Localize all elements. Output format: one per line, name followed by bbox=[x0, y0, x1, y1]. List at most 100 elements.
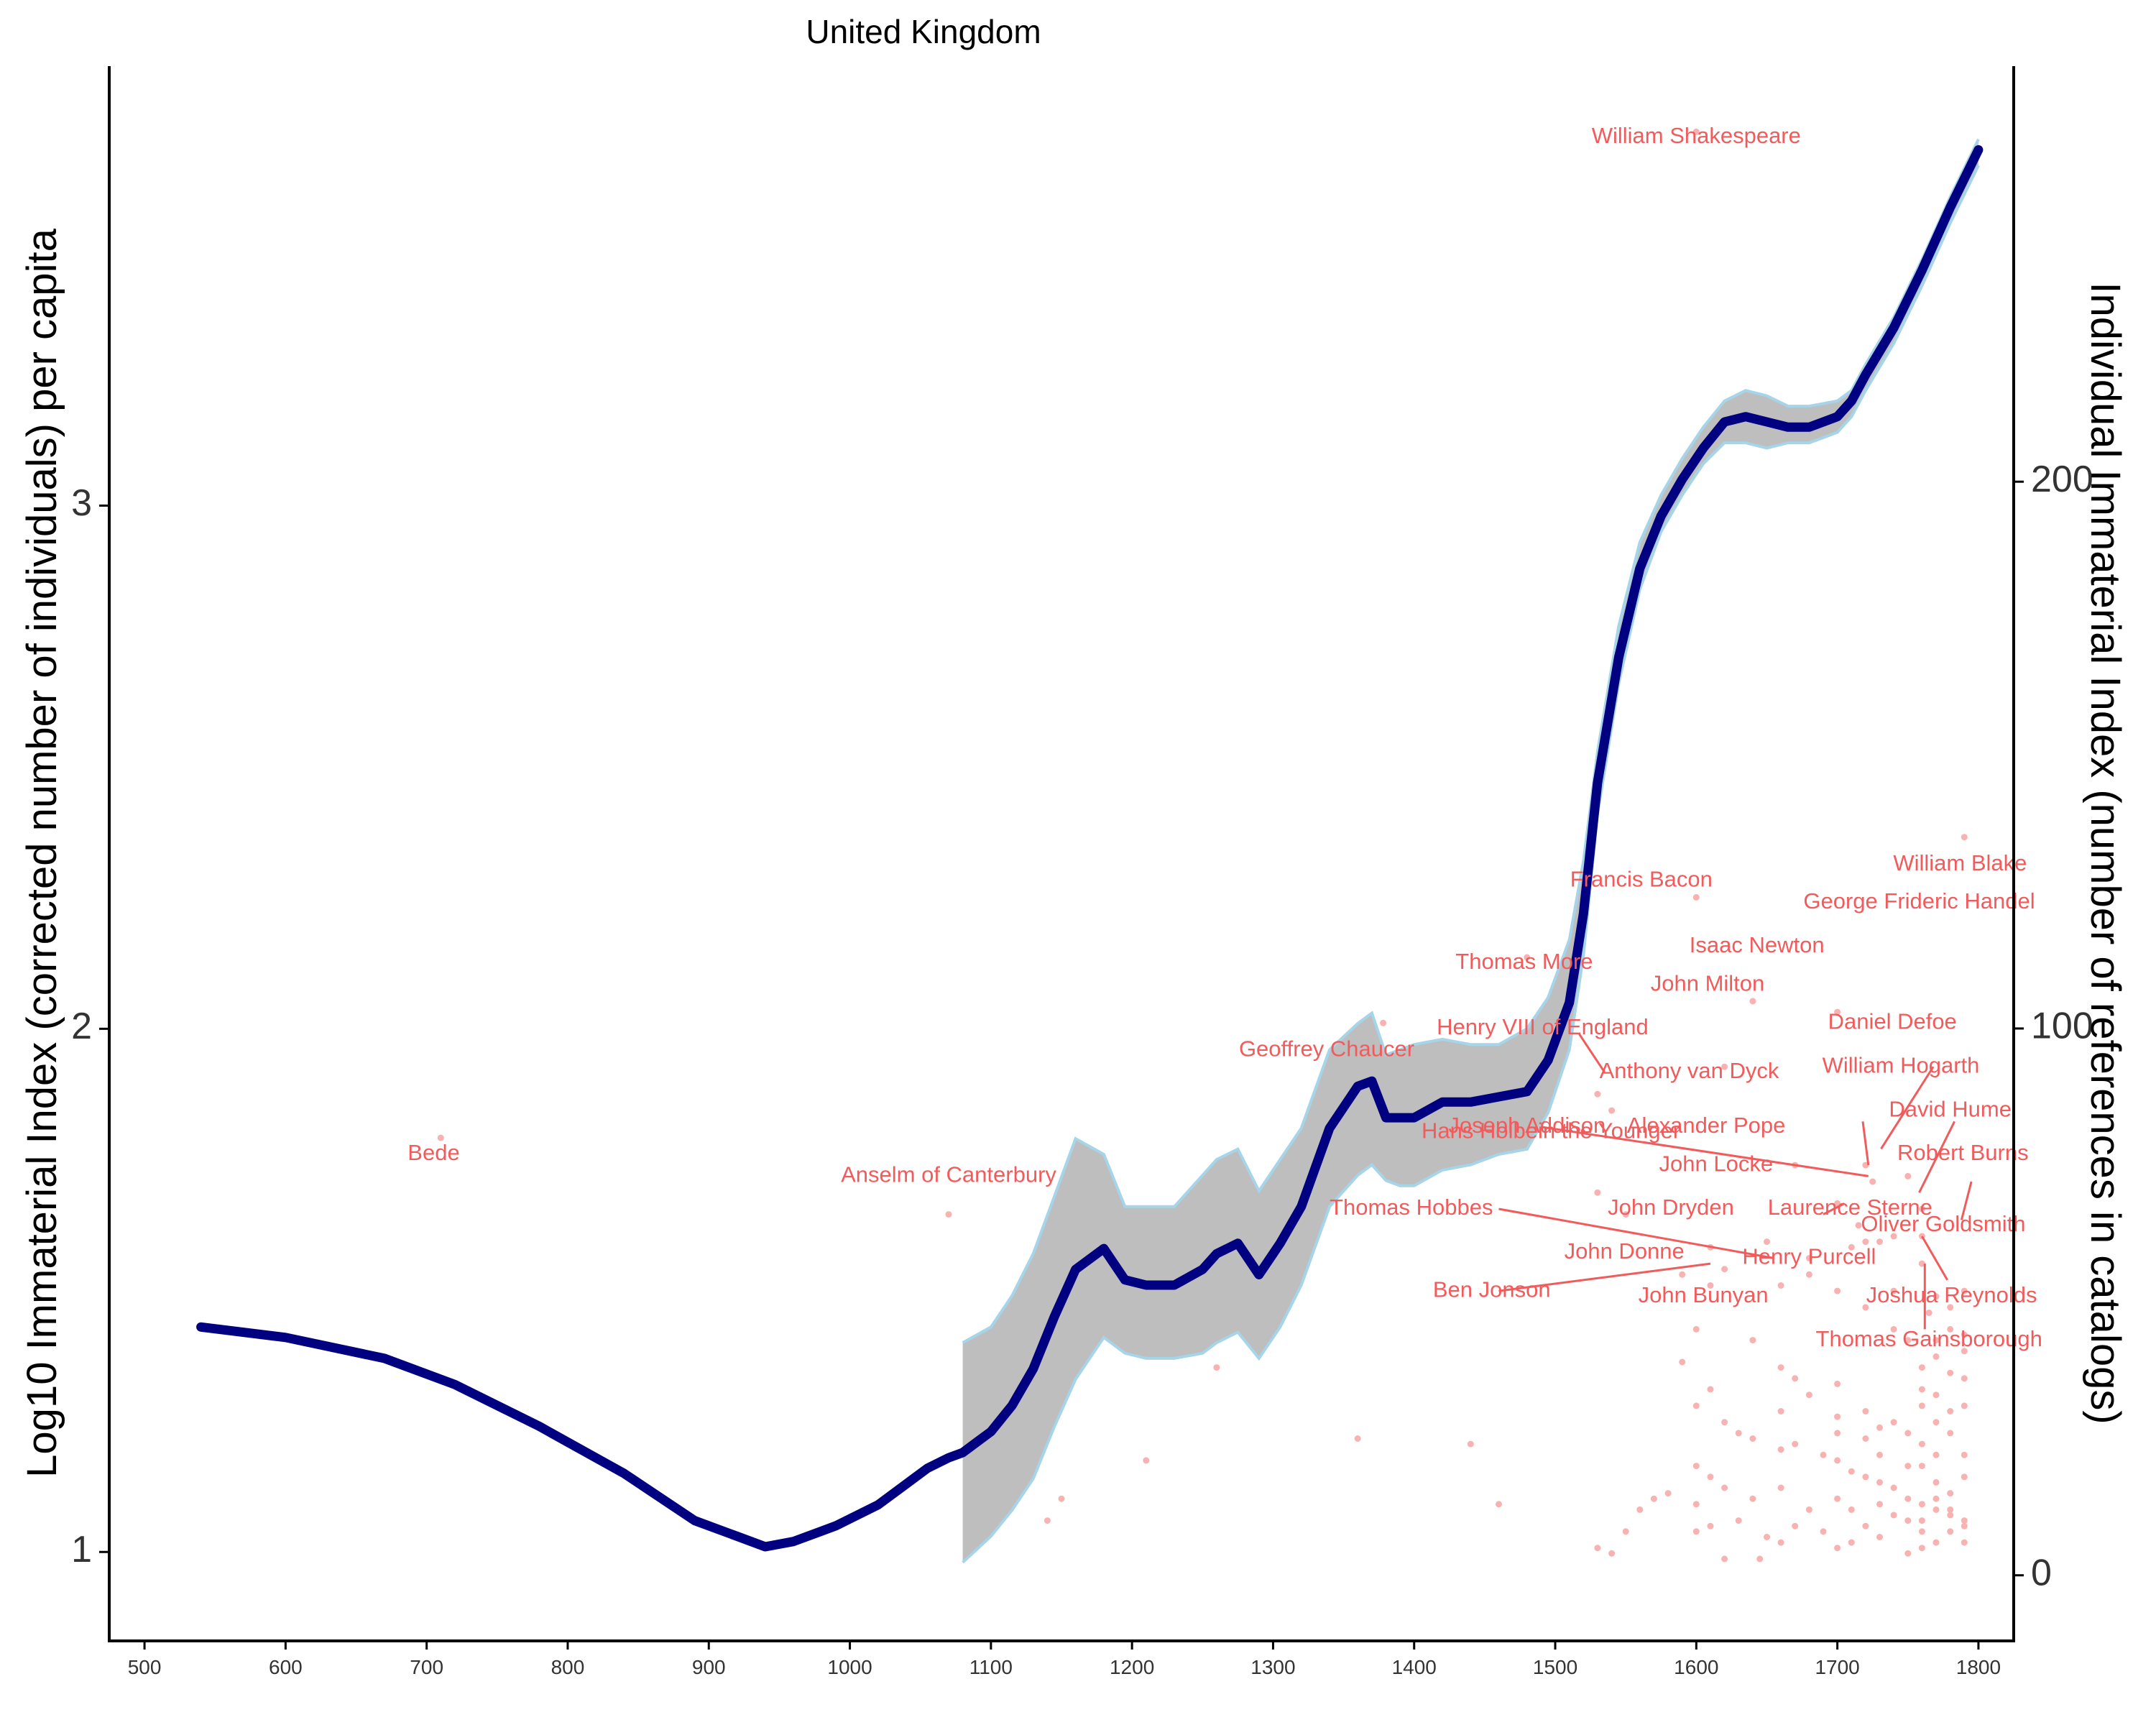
point-label: Thomas More bbox=[1455, 949, 1593, 974]
leader-line bbox=[1541, 1126, 1869, 1177]
data-point bbox=[1876, 1451, 1883, 1458]
point-label: Geoffrey Chaucer bbox=[1239, 1036, 1414, 1062]
data-point bbox=[1890, 1419, 1897, 1426]
point-label: Daniel Defoe bbox=[1828, 1008, 1957, 1034]
data-point bbox=[1834, 1495, 1841, 1502]
data-point bbox=[1904, 1463, 1912, 1470]
data-point bbox=[1918, 1528, 1925, 1535]
data-point bbox=[1467, 1440, 1474, 1448]
data-point bbox=[1608, 1550, 1616, 1557]
data-point bbox=[1213, 1364, 1220, 1371]
data-point bbox=[1679, 1358, 1686, 1366]
x-tick-label: 1600 bbox=[1674, 1656, 1718, 1678]
point-label: John Locke bbox=[1659, 1151, 1774, 1176]
data-point bbox=[1777, 1282, 1784, 1289]
data-point bbox=[1594, 1090, 1601, 1098]
data-point bbox=[1932, 1293, 1940, 1300]
data-point bbox=[1792, 1375, 1799, 1382]
point-label: Anselm of Canterbury bbox=[841, 1162, 1056, 1187]
data-point bbox=[1904, 1172, 1912, 1179]
data-point bbox=[1354, 1435, 1361, 1442]
x-tick-label: 1300 bbox=[1250, 1656, 1295, 1678]
point-label: Bede bbox=[407, 1140, 459, 1165]
data-point bbox=[1947, 1304, 1954, 1311]
data-point bbox=[1876, 1501, 1883, 1508]
data-point bbox=[1848, 1243, 1855, 1251]
data-point bbox=[1932, 1506, 1940, 1513]
data-point bbox=[1707, 1473, 1714, 1481]
data-point bbox=[1947, 1369, 1954, 1376]
point-label: Francis Bacon bbox=[1570, 867, 1713, 892]
data-point bbox=[1947, 1490, 1954, 1497]
left-tick-label: 1 bbox=[71, 1529, 92, 1570]
data-point bbox=[1805, 1506, 1812, 1513]
point-label: George Frideric Handel bbox=[1803, 888, 2035, 914]
data-point bbox=[1947, 1512, 1954, 1519]
data-point bbox=[1636, 1506, 1644, 1513]
leader-line bbox=[1823, 1202, 1846, 1215]
point-label: Isaac Newton bbox=[1690, 932, 1825, 957]
data-point bbox=[1862, 1408, 1869, 1414]
data-point bbox=[1961, 1402, 1968, 1409]
data-point bbox=[1749, 1435, 1756, 1442]
data-point bbox=[1777, 1408, 1784, 1414]
data-point bbox=[1890, 1484, 1897, 1491]
data-point bbox=[1692, 893, 1700, 901]
point-label: Oliver Goldsmith bbox=[1861, 1211, 2025, 1236]
point-label: Hans Holbein the Younger bbox=[1422, 1118, 1680, 1144]
point-label: Thomas Hobbes bbox=[1330, 1195, 1493, 1220]
data-point bbox=[1890, 1287, 1897, 1294]
leader-line bbox=[1921, 1236, 1948, 1281]
confidence-ribbon bbox=[962, 139, 1980, 1564]
data-point bbox=[1692, 1528, 1700, 1535]
data-point bbox=[1749, 998, 1756, 1005]
data-point bbox=[1904, 1430, 1912, 1437]
data-point bbox=[1622, 1528, 1629, 1535]
x-tick-label: 1200 bbox=[1110, 1656, 1154, 1678]
data-point bbox=[1869, 1178, 1876, 1185]
data-point bbox=[1961, 1331, 1968, 1338]
x-tick-label: 1000 bbox=[827, 1656, 872, 1678]
data-point bbox=[1664, 1490, 1672, 1497]
data-point bbox=[1735, 1517, 1742, 1524]
data-point bbox=[1777, 1484, 1784, 1491]
data-point bbox=[1496, 1501, 1502, 1508]
right-axis-title: Individual Immaterial Index (number of r… bbox=[2082, 282, 2129, 1424]
data-point bbox=[1932, 1353, 1940, 1360]
data-point bbox=[1961, 1473, 1968, 1481]
data-point bbox=[1679, 1271, 1686, 1278]
data-point bbox=[1876, 1238, 1883, 1246]
chart-title: United Kingdom bbox=[806, 13, 1041, 50]
data-point bbox=[1947, 1325, 1954, 1333]
data-point bbox=[1876, 1534, 1883, 1540]
data-point bbox=[1876, 1424, 1883, 1431]
data-point bbox=[1947, 1430, 1954, 1437]
data-point bbox=[1834, 1545, 1841, 1552]
data-point bbox=[1707, 1282, 1714, 1289]
point-label: John Bunyan bbox=[1639, 1282, 1769, 1307]
data-point bbox=[1735, 1430, 1742, 1437]
data-point bbox=[1524, 954, 1531, 961]
data-point bbox=[1918, 1402, 1925, 1409]
x-tick-label: 1400 bbox=[1392, 1656, 1437, 1678]
point-label: Alexander Pope bbox=[1627, 1113, 1786, 1138]
data-point bbox=[1961, 1348, 1968, 1355]
data-point bbox=[1961, 834, 1968, 841]
data-point bbox=[1805, 1271, 1812, 1278]
data-point bbox=[1918, 1364, 1925, 1371]
leader-line bbox=[1498, 1208, 1774, 1259]
data-point bbox=[1044, 1517, 1051, 1524]
point-label: Robert Burns bbox=[1897, 1140, 2029, 1165]
leader-line bbox=[1861, 1121, 1870, 1166]
left-axis-title: Log10 Immaterial Index (corrected number… bbox=[19, 228, 65, 1477]
data-point bbox=[1777, 1364, 1784, 1371]
trend-line bbox=[196, 145, 1984, 1552]
data-point bbox=[1961, 1539, 1968, 1546]
data-point bbox=[1848, 1468, 1855, 1475]
point-label: William Shakespeare bbox=[1592, 123, 1801, 148]
data-point bbox=[1834, 1287, 1841, 1294]
point-label: John Donne bbox=[1565, 1238, 1685, 1264]
data-point bbox=[1855, 1222, 1862, 1229]
data-point bbox=[1932, 1337, 1940, 1344]
